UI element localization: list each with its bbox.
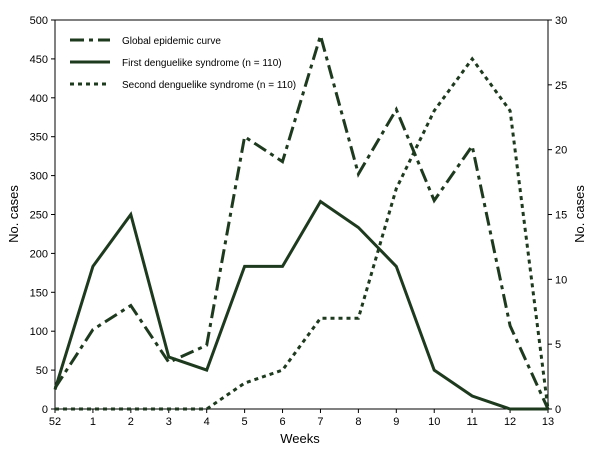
left-tick-label: 300: [30, 171, 48, 183]
x-tick-label: 4: [204, 416, 210, 428]
x-tick-label: 13: [542, 416, 554, 428]
series-line-2: [53, 199, 548, 411]
right-tick-label: 25: [555, 80, 567, 92]
right-tick-label: 10: [555, 274, 567, 286]
left-tick-label: 450: [30, 54, 48, 66]
x-axis: 52 1 2 3 4 5 6 7 8 9 10 11 12 13: [49, 409, 554, 428]
legend: Global epidemic curve First denguelike sy…: [70, 36, 296, 91]
legend-label-3: Second denguelike syndrome (n = 110): [122, 80, 296, 91]
left-tick-label: 250: [30, 210, 48, 222]
series-layer: [53, 30, 550, 411]
x-tick-label: 11: [466, 416, 477, 428]
series-line-3: [55, 56, 550, 411]
left-tick-label: 100: [30, 326, 48, 338]
x-tick-label: 1: [90, 416, 96, 428]
right-tick-label: 20: [555, 145, 567, 157]
x-tick-label: 12: [504, 416, 516, 428]
legend-label-1: Global epidemic curve: [122, 36, 221, 47]
x-axis-title: Weeks: [280, 431, 320, 446]
left-tick-label: 500: [30, 15, 48, 27]
left-tick-label: 0: [42, 404, 48, 416]
right-y-axis-title: No. cases: [572, 185, 587, 243]
x-tick-label: 9: [393, 416, 399, 428]
right-tick-label: 0: [555, 404, 561, 416]
series-line-1: [53, 30, 550, 410]
x-tick-label: 10: [428, 416, 440, 428]
left-tick-label: 50: [36, 365, 48, 377]
left-tick-label: 150: [30, 287, 48, 299]
left-y-axis: 0 50 100 150 200 250 300 350 400 450 500: [30, 15, 55, 416]
x-tick-label: 3: [166, 416, 172, 428]
x-tick-label: 2: [128, 416, 134, 428]
x-tick-label: 5: [242, 416, 248, 428]
right-tick-label: 15: [555, 210, 567, 222]
right-tick-label: 5: [555, 339, 561, 351]
x-tick-label: 8: [355, 416, 361, 428]
left-tick-label: 400: [30, 93, 48, 105]
legend-label-2: First denguelike syndrome (n = 110): [122, 58, 282, 69]
x-tick-label: 7: [317, 416, 323, 428]
left-tick-label: 350: [30, 132, 48, 144]
right-y-axis: 0 5 10 15 20 25 30: [548, 15, 567, 416]
x-tick-label: 6: [279, 416, 285, 428]
x-tick-label: 52: [49, 416, 61, 428]
left-tick-label: 200: [30, 248, 48, 260]
left-y-axis-title: No. cases: [6, 185, 21, 243]
right-tick-label: 30: [555, 15, 567, 27]
